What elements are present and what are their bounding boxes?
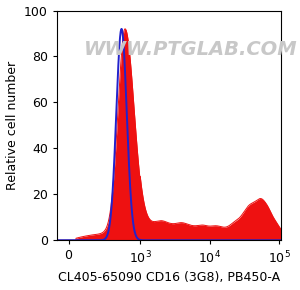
Text: WWW.PTGLAB.COM: WWW.PTGLAB.COM	[84, 40, 298, 59]
Y-axis label: Relative cell number: Relative cell number	[6, 61, 19, 190]
X-axis label: CL405-65090 CD16 (3G8), PB450-A: CL405-65090 CD16 (3G8), PB450-A	[58, 271, 280, 284]
